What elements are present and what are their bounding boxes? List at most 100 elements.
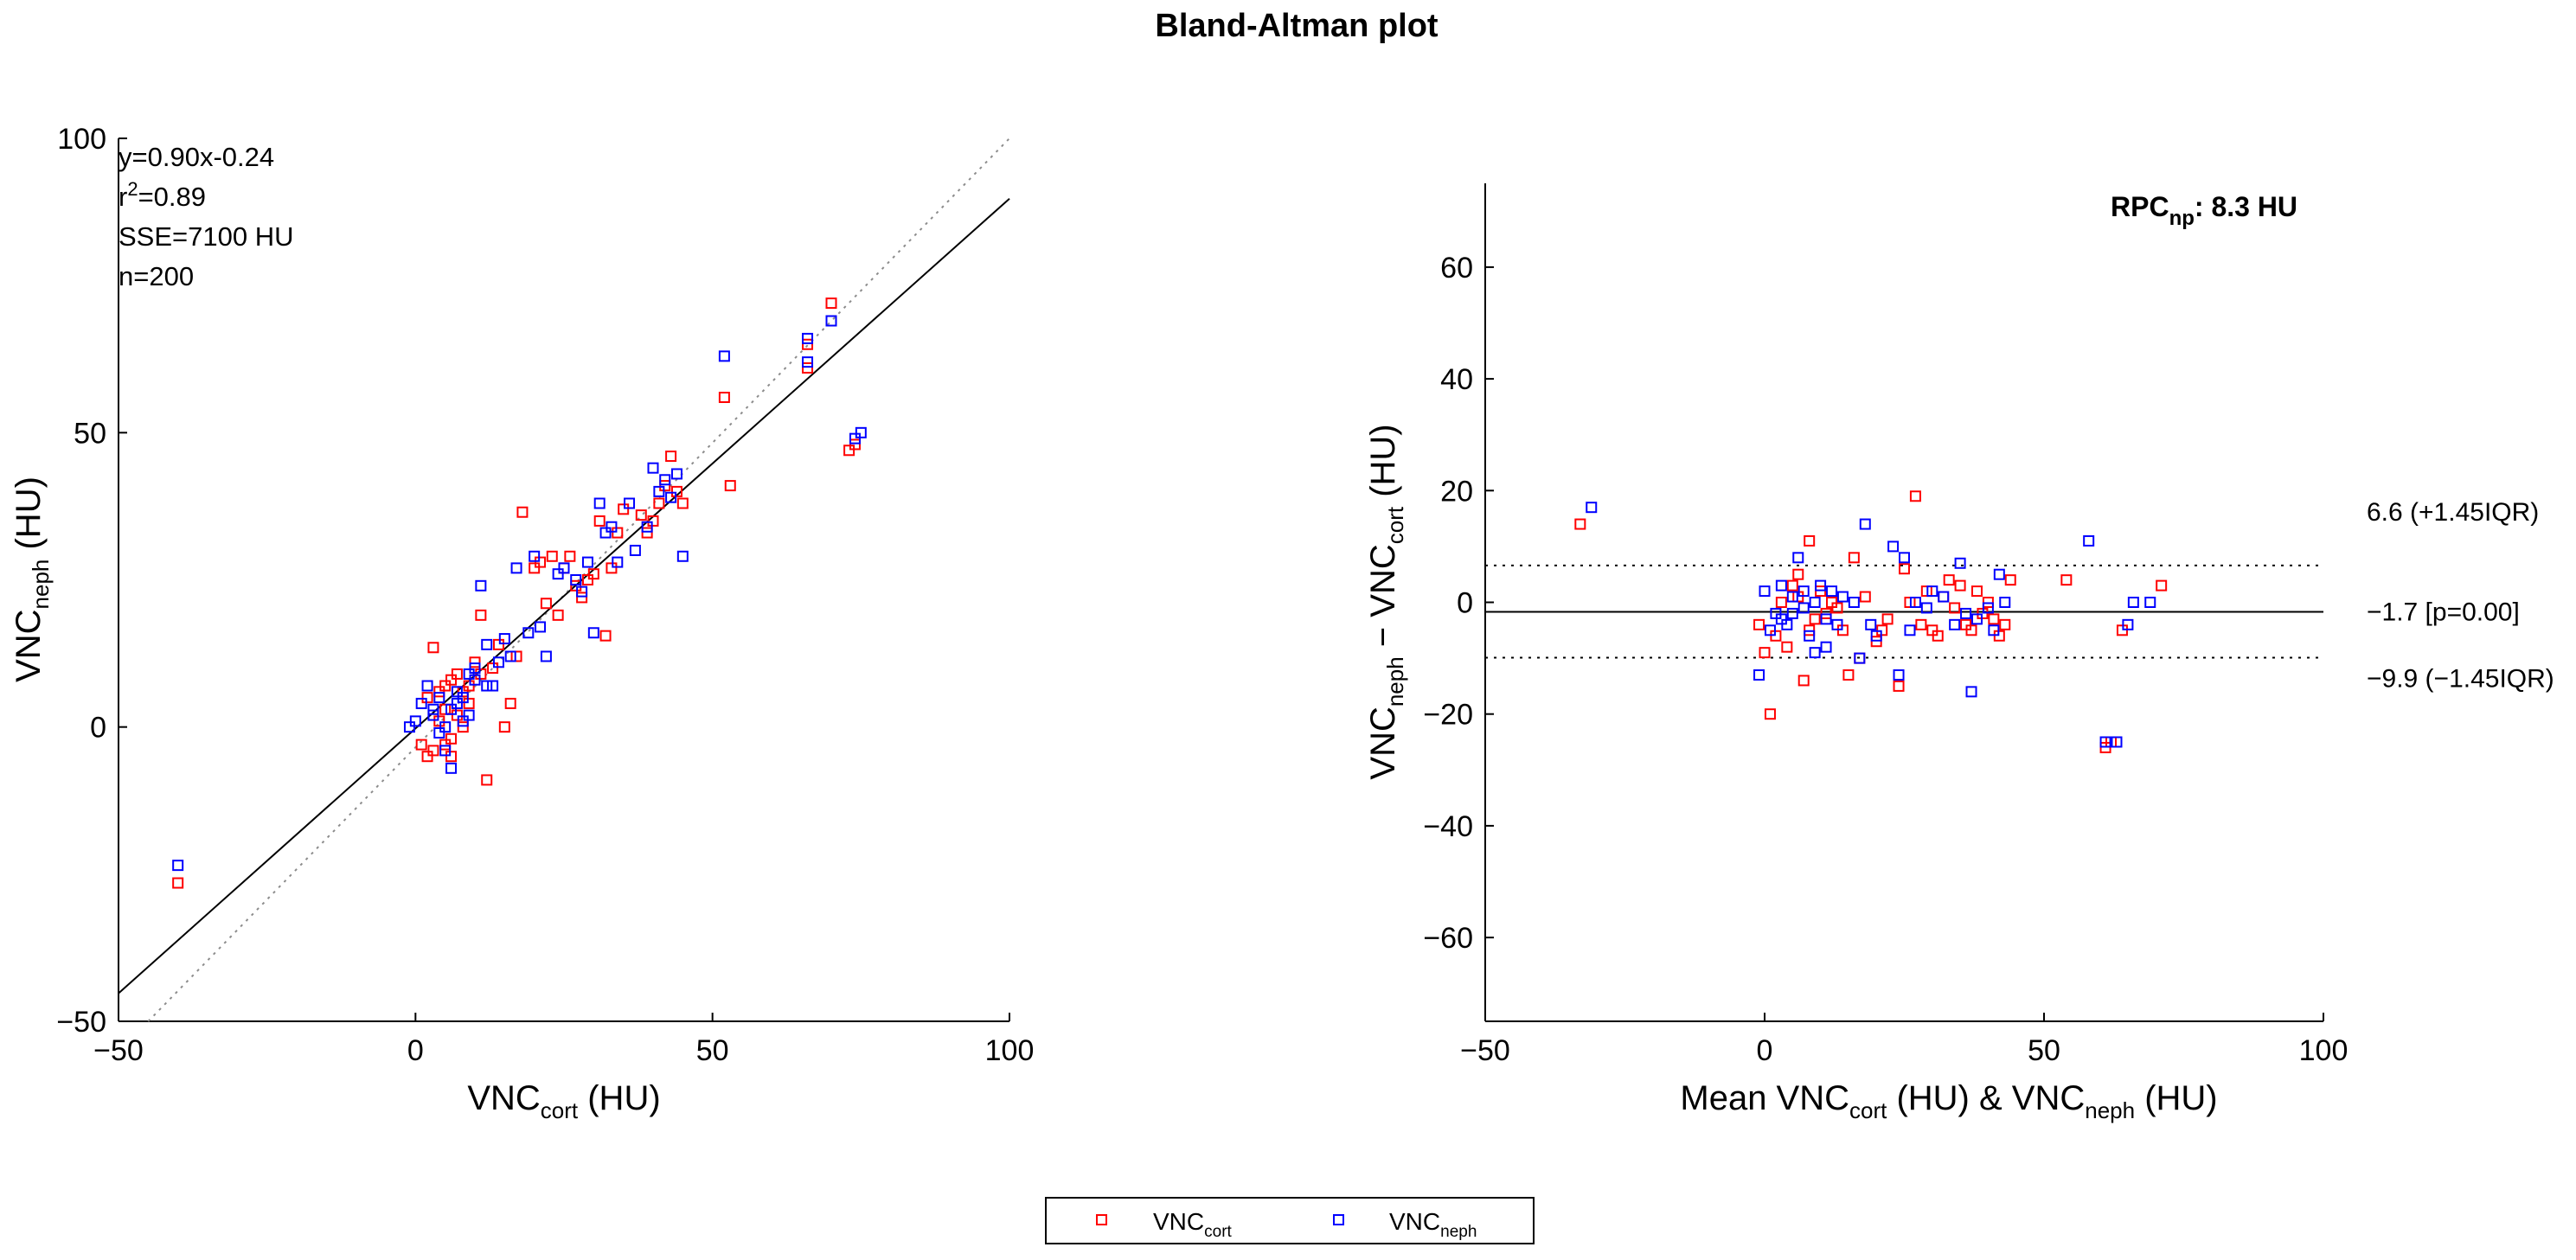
data-point-VNC_neph bbox=[587, 627, 599, 639]
data-point-VNC_cort bbox=[2004, 574, 2016, 586]
data-point-VNC_neph bbox=[540, 650, 552, 662]
data-point-VNC_cort bbox=[427, 642, 439, 654]
data-point-VNC_cort bbox=[421, 751, 433, 763]
data-point-VNC_neph bbox=[659, 474, 671, 486]
data-point-VNC_neph bbox=[481, 680, 493, 692]
data-point-VNC_cort bbox=[1831, 602, 1843, 614]
data-point-VNC_neph bbox=[1764, 624, 1776, 636]
data-point-VNC_cort bbox=[487, 662, 499, 675]
data-point-VNC_cort bbox=[445, 732, 458, 745]
data-point-VNC_neph bbox=[1870, 630, 1882, 642]
data-point-VNC_neph bbox=[1786, 591, 1798, 603]
data-point-VNC_neph bbox=[469, 662, 481, 675]
data-point-VNC_neph bbox=[433, 692, 445, 704]
data-point-VNC_neph bbox=[1960, 607, 1972, 619]
data-point-VNC_neph bbox=[457, 715, 469, 727]
data-point-VNC_neph bbox=[172, 860, 184, 872]
data-point-VNC_neph bbox=[647, 462, 659, 474]
y-tick-label: 0 bbox=[90, 712, 106, 745]
data-point-VNC_cort bbox=[1881, 613, 1894, 625]
data-point-VNC_cort bbox=[1938, 591, 1950, 603]
data-point-VNC_cort bbox=[433, 686, 445, 698]
regression-line bbox=[118, 197, 1010, 995]
data-point-VNC_cort bbox=[535, 556, 547, 568]
data-point-VNC_neph bbox=[1982, 602, 1994, 614]
data-point-VNC_neph bbox=[670, 468, 682, 480]
data-point-VNC_neph bbox=[1899, 552, 1910, 564]
identity-line bbox=[147, 138, 1010, 1022]
data-point-VNC_neph bbox=[599, 527, 612, 539]
data-point-VNC_neph bbox=[1792, 552, 1804, 564]
data-point-VNC_cort bbox=[647, 515, 659, 527]
data-point-VNC_neph bbox=[487, 680, 499, 692]
reference-line-label: −1.7 [p=0.00] bbox=[2367, 598, 2520, 626]
data-point-VNC_cort bbox=[516, 506, 529, 518]
y-tick-label: 50 bbox=[74, 417, 106, 450]
data-point-VNC_neph bbox=[855, 426, 867, 438]
data-point-VNC_neph bbox=[570, 574, 582, 585]
bland-altman-plot: −50 0 50 100 −60 −40 −20 0 20 40 60 6.6 (+1.45IQR)… bbox=[1364, 183, 2554, 1123]
data-point-VNC_cort bbox=[172, 877, 184, 889]
data-point-VNC_cort bbox=[1988, 613, 2000, 625]
data-point-VNC_cort bbox=[475, 609, 487, 621]
data-point-VNC_neph bbox=[576, 585, 588, 598]
data-point-VNC_cort bbox=[676, 497, 689, 509]
y-axis-label: VNCneph (HU) bbox=[10, 476, 54, 682]
data-point-VNC_cort bbox=[659, 480, 671, 492]
data-point-VNC_cort bbox=[2060, 574, 2073, 586]
data-point-VNC_cort bbox=[612, 527, 624, 539]
y-tick-label: −50 bbox=[56, 1006, 106, 1039]
data-point-VNC_cort bbox=[718, 391, 730, 403]
data-point-VNC_neph bbox=[1848, 597, 1860, 608]
y-tick-label: −20 bbox=[1423, 699, 1473, 732]
data-point-VNC_neph bbox=[1586, 502, 1598, 514]
data-point-VNC_neph bbox=[421, 680, 433, 692]
data-point-VNC_cort bbox=[529, 562, 541, 574]
data-point-VNC_neph bbox=[1826, 585, 1838, 598]
data-point-VNC_cort bbox=[451, 709, 463, 721]
data-point-VNC_cort bbox=[1753, 618, 1765, 630]
data-point-VNC_neph bbox=[1820, 641, 1832, 653]
data-point-VNC_neph bbox=[1854, 652, 1866, 664]
data-point-VNC_neph bbox=[1920, 602, 1932, 614]
data-point-VNC_neph bbox=[1786, 607, 1798, 619]
data-point-VNC_neph bbox=[475, 579, 487, 592]
x-tick-label: 100 bbox=[2299, 1034, 2349, 1067]
reference-line-label: −9.9 (−1.45IQR) bbox=[2367, 664, 2554, 693]
y-tick-label: 100 bbox=[57, 123, 106, 156]
data-point-VNC_cort bbox=[1932, 630, 1944, 642]
data-point-VNC_neph bbox=[641, 521, 653, 533]
data-point-VNC_neph bbox=[2083, 534, 2095, 547]
data-point-VNC_cort bbox=[492, 638, 504, 650]
data-point-VNC_neph bbox=[1865, 618, 1877, 630]
data-point-VNC_cort bbox=[581, 574, 593, 585]
data-point-VNC_neph bbox=[802, 356, 814, 368]
data-point-VNC_neph bbox=[415, 697, 427, 709]
data-point-VNC_neph bbox=[529, 550, 541, 562]
data-point-VNC_cort bbox=[469, 656, 481, 668]
data-point-VNC_neph bbox=[825, 315, 837, 327]
y-tick-label: 40 bbox=[1440, 363, 1473, 396]
data-point-VNC_neph bbox=[451, 697, 463, 709]
data-point-VNC_neph bbox=[849, 432, 861, 445]
x-tick-label: −50 bbox=[1460, 1034, 1510, 1067]
stats-box: y=0.90x-0.24 r2=0.89 SSE=7100 HU n=200 bbox=[119, 142, 293, 291]
data-point-VNC_cort bbox=[439, 703, 452, 715]
data-point-VNC_neph bbox=[1804, 630, 1816, 642]
data-point-VNC_neph bbox=[1999, 597, 2011, 608]
data-point-VNC_neph bbox=[1797, 602, 1810, 614]
data-point-VNC_neph bbox=[535, 621, 547, 633]
data-point-VNC_neph bbox=[612, 556, 624, 568]
data-point-VNC_neph bbox=[653, 485, 665, 497]
data-point-VNC_neph bbox=[2127, 597, 2139, 608]
data-point-VNC_cort bbox=[670, 485, 682, 497]
data-point-VNC_neph bbox=[1797, 585, 1810, 598]
data-point-VNC_cort bbox=[653, 497, 665, 509]
reference-lines: 6.6 (+1.45IQR) −1.7 [p=0.00] −9.9 (−1.45IQ… bbox=[1485, 498, 2554, 693]
data-point-VNC_cort bbox=[641, 527, 653, 539]
data-point-VNC_cort bbox=[1943, 574, 1955, 586]
data-point-VNC_cort bbox=[463, 680, 475, 692]
data-point-VNC_neph bbox=[433, 726, 445, 739]
data-point-VNC_cort bbox=[1848, 552, 1860, 564]
